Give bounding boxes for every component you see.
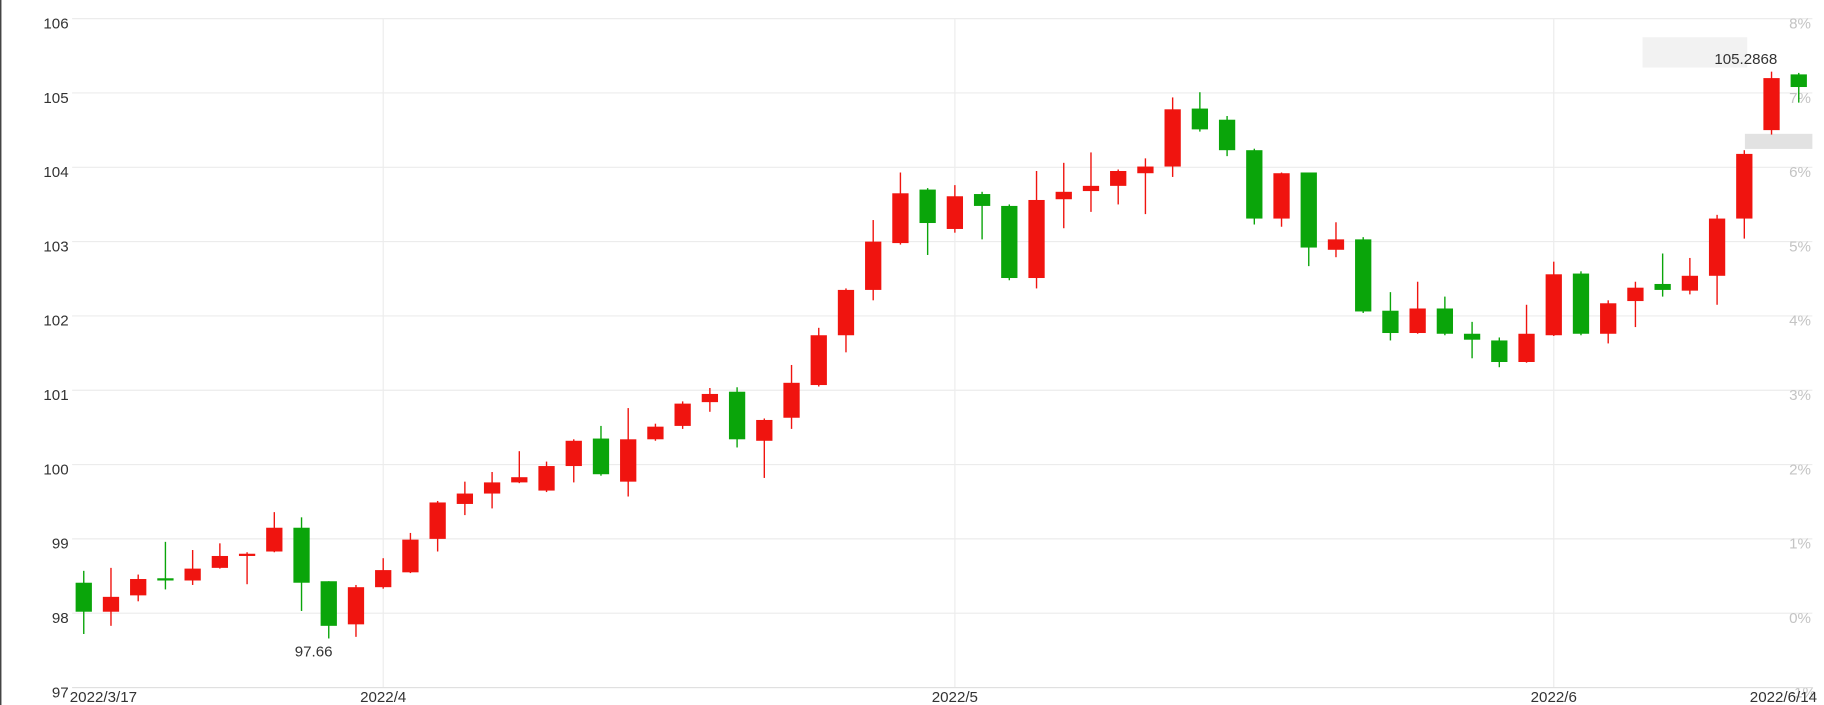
- candle-body: [1028, 199, 1045, 279]
- y-tick-label: 103: [43, 238, 68, 255]
- candle-body: [1082, 185, 1100, 192]
- y2-tick-label: 2%: [1789, 461, 1811, 478]
- x-tick-label: 2022/6: [1531, 689, 1577, 705]
- x-tick-label: 2022/6/14: [1750, 689, 1817, 705]
- max-label: 105.2868: [1714, 51, 1777, 68]
- candle-body: [1790, 74, 1807, 88]
- y2-tick-label: 8%: [1789, 15, 1811, 32]
- candle-body: [1246, 150, 1263, 219]
- y2-tick-label: 3%: [1789, 387, 1811, 404]
- candle-body: [1409, 308, 1426, 334]
- candle-body: [1273, 173, 1290, 219]
- candle-body: [973, 194, 991, 206]
- x-tick-label: 2022/4: [360, 689, 406, 705]
- candle-body: [211, 555, 229, 568]
- y2-tick-label: 7%: [1789, 90, 1811, 107]
- candle-body: [75, 582, 92, 612]
- candle-body: [130, 579, 147, 596]
- candle-body: [293, 527, 310, 583]
- y2-tick-label: 5%: [1789, 238, 1811, 255]
- y2-tick-label: -1%: [1789, 684, 1816, 701]
- candle-body: [375, 570, 392, 588]
- candle-body: [892, 193, 909, 244]
- candle-body: [1110, 170, 1127, 186]
- candle-body: [837, 289, 855, 336]
- candle-body: [456, 493, 474, 504]
- y-tick-label: 106: [43, 15, 68, 32]
- candle-body: [483, 482, 501, 494]
- y2-tick-label: 6%: [1789, 164, 1811, 181]
- y-tick-label: 99: [52, 536, 69, 553]
- candle-body: [1708, 218, 1726, 276]
- candle-body: [701, 393, 719, 403]
- y-tick-label: 102: [43, 313, 68, 330]
- candle-body: [1600, 303, 1617, 334]
- candle-body: [238, 553, 256, 556]
- candle-body: [592, 438, 610, 475]
- candle-body: [1736, 153, 1753, 219]
- candle-body: [756, 419, 773, 441]
- candle-body: [1300, 172, 1317, 248]
- candle-body: [1355, 239, 1372, 312]
- candle-body: [919, 189, 936, 224]
- candle-body: [728, 391, 746, 440]
- candle-body: [647, 426, 664, 440]
- candle-body: [1654, 283, 1671, 290]
- candle-body: [1055, 191, 1072, 200]
- y-tick-label: 105: [43, 90, 68, 107]
- candle-body: [1436, 308, 1454, 334]
- y-tick-label: 100: [43, 461, 68, 478]
- candle-body: [565, 440, 582, 467]
- candle-body: [320, 581, 337, 626]
- candle-body: [1382, 310, 1399, 334]
- candle-body: [1218, 119, 1236, 151]
- candle-body: [1572, 273, 1590, 334]
- candle-body: [1327, 239, 1345, 250]
- y-tick-label: 101: [43, 387, 68, 404]
- candle-body: [1545, 274, 1562, 336]
- candle-body: [429, 502, 446, 539]
- candle-body: [1137, 166, 1154, 174]
- candle-body: [946, 196, 964, 229]
- blurred-overlay: [1744, 133, 1813, 149]
- candle-body: [1627, 287, 1644, 302]
- candle-body: [1763, 78, 1780, 131]
- candle-body: [347, 587, 365, 625]
- y2-tick-label: 4%: [1789, 313, 1811, 330]
- candle-body: [266, 527, 283, 552]
- candle-body: [157, 578, 174, 581]
- y2-tick-label: 0%: [1789, 610, 1811, 627]
- candle-body: [102, 596, 120, 612]
- candle-body: [674, 403, 691, 426]
- y-tick-label: 98: [52, 610, 69, 627]
- candle-body: [1518, 333, 1535, 362]
- x-tick-label: 2022/5: [932, 689, 978, 705]
- candle-body: [1491, 340, 1508, 362]
- blurred-overlay: [1642, 37, 1748, 68]
- candle-body: [1001, 205, 1018, 279]
- y-tick-label: 97: [52, 684, 69, 701]
- candle-body: [511, 477, 528, 483]
- candle-body: [538, 466, 555, 491]
- candle-body: [1681, 275, 1699, 291]
- candle-body: [402, 539, 419, 573]
- y-tick-label: 104: [43, 164, 68, 181]
- candle-body: [1191, 108, 1209, 130]
- min-label: 97.66: [295, 643, 333, 660]
- y2-tick-label: 1%: [1789, 536, 1811, 553]
- candle-body: [865, 241, 882, 290]
- candle-body: [1463, 333, 1481, 340]
- candle-body: [783, 382, 800, 418]
- x-tick-label: 2022/3/17: [70, 689, 137, 705]
- candle-body: [1164, 109, 1181, 167]
- candle-body: [184, 568, 201, 581]
- candle-body: [620, 439, 637, 482]
- candle-body: [810, 335, 827, 386]
